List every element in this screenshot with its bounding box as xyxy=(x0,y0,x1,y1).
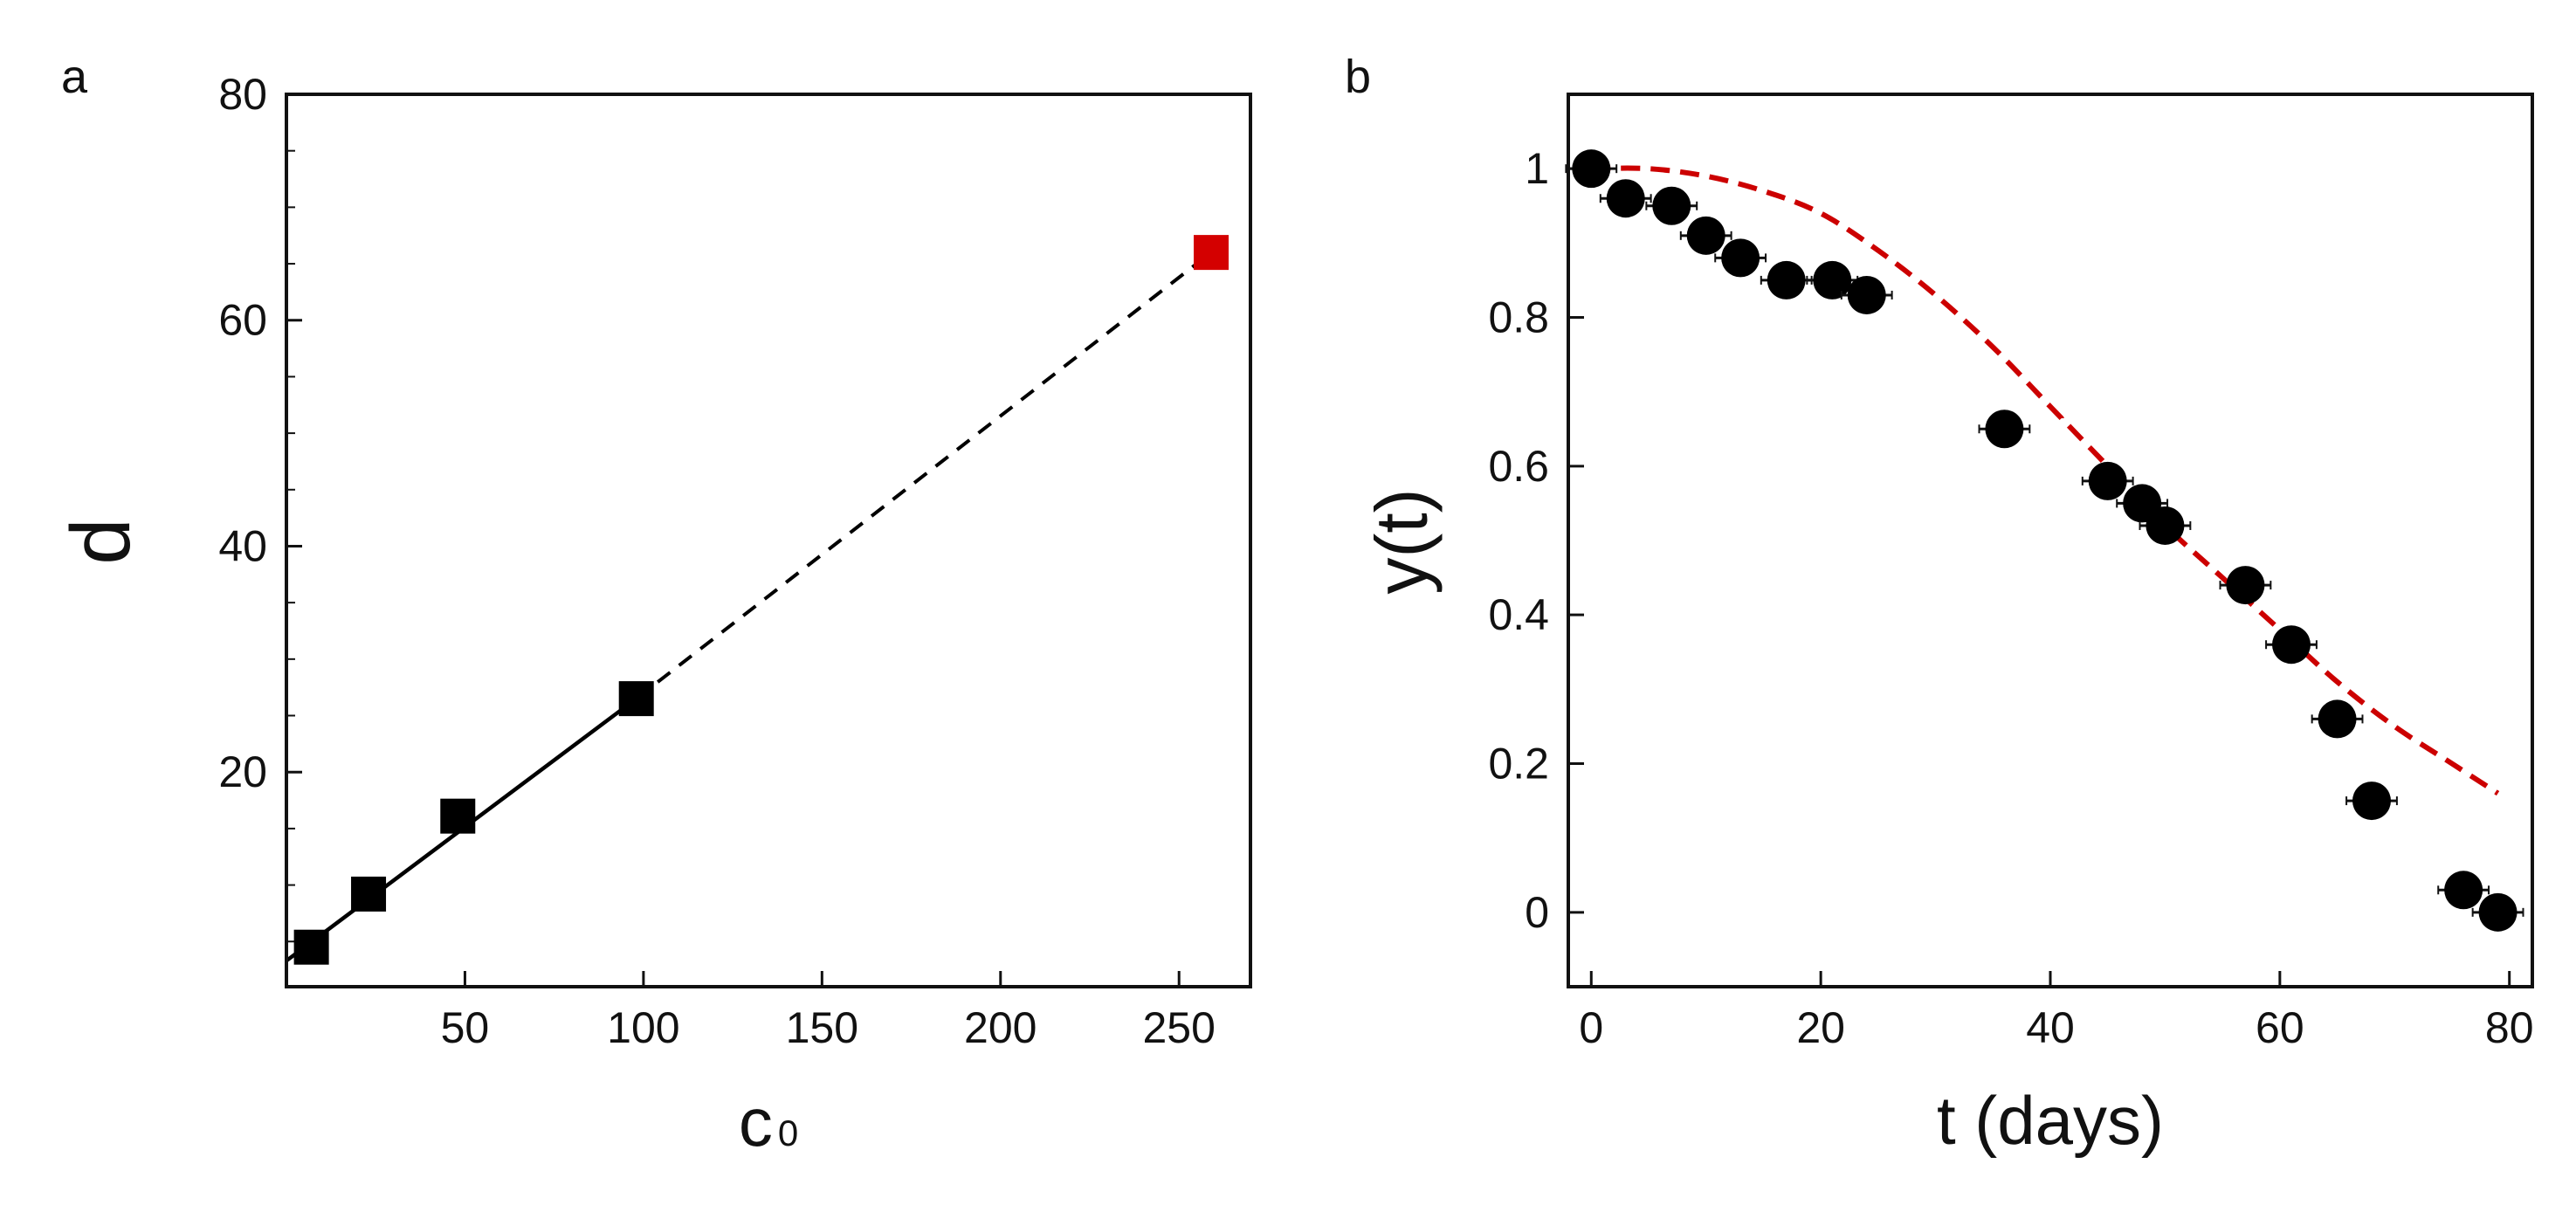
panel-b-ylabel: y(t) xyxy=(1360,488,1443,594)
panel-a-ylabel: d xyxy=(54,518,148,564)
panel-b-ticks: 0 20 40 60 80 0 0.2 0.4 0.6 0.8 1 xyxy=(1488,144,2533,1052)
panel-b-curve xyxy=(1591,165,2500,796)
panel-b-letter: b xyxy=(1345,51,1371,103)
panel-b-ytick-label: 0.8 xyxy=(1488,293,1549,342)
panel-b-xtick-label: 60 xyxy=(2256,1003,2304,1052)
panel-b-ytick-label: 1 xyxy=(1525,144,1549,193)
panel-a-fit-lines xyxy=(285,251,1213,963)
panel-a-xtick-label: 250 xyxy=(1143,1003,1216,1052)
panel-b-marks xyxy=(1565,149,2524,932)
data-point xyxy=(1721,238,1760,278)
data-point xyxy=(2478,892,2517,932)
panel-a-ytick-label: 20 xyxy=(218,747,267,796)
data-point xyxy=(2088,461,2127,500)
panel-b-xlabel: t (days) xyxy=(1937,1082,2164,1159)
data-point xyxy=(1847,275,1886,314)
data-point xyxy=(2272,625,2311,664)
data-point xyxy=(1813,260,1852,300)
data-point xyxy=(1686,216,1725,255)
panel-b-frame xyxy=(1567,93,2534,988)
data-point xyxy=(618,681,654,717)
panel-b-ytick-label: 0.6 xyxy=(1488,442,1549,491)
panel-a-ticks: 50 100 150 200 250 20 40 60 80 xyxy=(218,70,1216,1052)
data-point xyxy=(1606,179,1645,218)
data-point xyxy=(293,929,329,965)
panel-a-frame xyxy=(285,93,1252,988)
data-point xyxy=(2352,782,2391,821)
panel-b-ytick-label: 0.2 xyxy=(1488,740,1549,788)
panel-a-xtick-label: 150 xyxy=(786,1003,858,1052)
panel-a-xtick-label: 50 xyxy=(441,1003,490,1052)
panel-b-ytick-label: 0 xyxy=(1525,888,1549,937)
panel-b-xtick-label: 40 xyxy=(2026,1003,2075,1052)
fit-line-dashed xyxy=(635,251,1213,700)
panel-a-xtick-label: 100 xyxy=(607,1003,679,1052)
panel-b-xtick-label: 0 xyxy=(1579,1003,1603,1052)
data-point xyxy=(1572,149,1611,189)
highlight-point xyxy=(1194,235,1229,271)
panel-a-ytick-label: 80 xyxy=(218,70,267,119)
model-curve xyxy=(1591,165,2500,796)
data-point xyxy=(1767,260,1806,300)
data-point xyxy=(2444,871,2483,910)
panel-a-xtick-label: 200 xyxy=(964,1003,1037,1052)
panel-a-xlabel-sub: 0 xyxy=(778,1112,798,1153)
panel-a-marks xyxy=(293,235,1229,965)
panel-b-xtick-label: 80 xyxy=(2485,1003,2534,1052)
panel-b-ytick-label: 0.4 xyxy=(1488,590,1549,639)
data-point xyxy=(440,798,476,834)
panel-b: b 0 20 40 60 80 0 0.2 0.4 0.6 0.8 1 t (days) y(t) xyxy=(1345,51,2534,1159)
panel-a-ytick-label: 40 xyxy=(218,521,267,570)
data-point xyxy=(351,876,387,912)
data-point xyxy=(2226,566,2265,605)
panel-a-letter: a xyxy=(61,51,88,103)
data-point xyxy=(2318,699,2357,739)
data-point xyxy=(1985,410,2024,449)
data-point xyxy=(2146,506,2185,545)
panel-a-ytick-label: 60 xyxy=(218,296,267,345)
panel-b-xtick-label: 20 xyxy=(1796,1003,1845,1052)
data-point xyxy=(1652,186,1691,225)
panel-a-xlabel-main: c xyxy=(739,1084,773,1160)
